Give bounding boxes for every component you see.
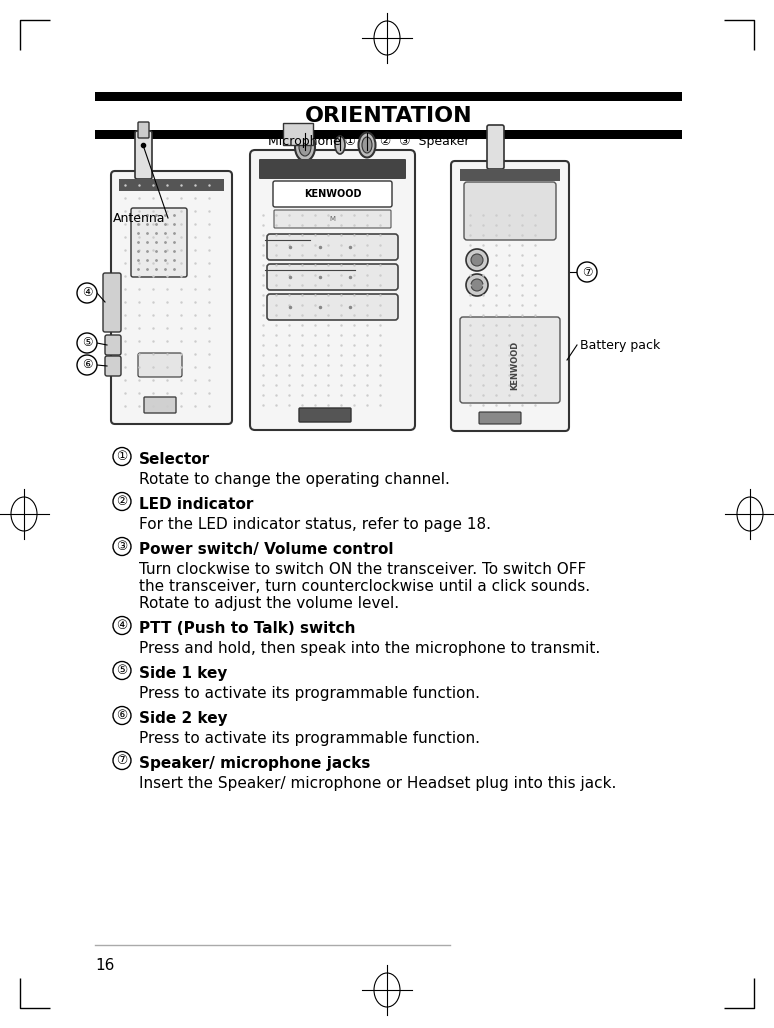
- FancyBboxPatch shape: [273, 181, 392, 207]
- Text: Rotate to change the operating channel.: Rotate to change the operating channel.: [139, 472, 450, 487]
- Text: Turn clockwise to switch ON the transceiver. To switch OFF: Turn clockwise to switch ON the transcei…: [139, 562, 586, 577]
- Circle shape: [77, 333, 97, 353]
- FancyBboxPatch shape: [274, 210, 391, 228]
- FancyBboxPatch shape: [267, 234, 398, 260]
- Circle shape: [113, 538, 131, 555]
- Text: Power switch/ Volume control: Power switch/ Volume control: [139, 542, 393, 557]
- Text: ②: ②: [116, 495, 128, 508]
- Text: ③: ③: [116, 540, 128, 553]
- FancyBboxPatch shape: [103, 273, 121, 332]
- FancyBboxPatch shape: [135, 131, 152, 179]
- Circle shape: [471, 254, 483, 266]
- FancyBboxPatch shape: [250, 150, 415, 430]
- Text: Antenna: Antenna: [113, 212, 166, 224]
- Text: M: M: [330, 216, 335, 222]
- Text: ORIENTATION: ORIENTATION: [305, 106, 472, 126]
- Bar: [283, 123, 313, 145]
- Text: ④: ④: [82, 287, 92, 299]
- FancyBboxPatch shape: [267, 264, 398, 290]
- FancyBboxPatch shape: [259, 159, 406, 179]
- Circle shape: [466, 249, 488, 271]
- Text: ⑦: ⑦: [582, 265, 592, 279]
- FancyBboxPatch shape: [451, 161, 569, 431]
- Text: KENWOOD: KENWOOD: [303, 189, 361, 199]
- Text: Press to activate its programmable function.: Press to activate its programmable funct…: [139, 686, 480, 701]
- Text: Speaker/ microphone jacks: Speaker/ microphone jacks: [139, 756, 371, 771]
- Circle shape: [466, 274, 488, 296]
- Circle shape: [113, 617, 131, 634]
- FancyBboxPatch shape: [131, 208, 187, 277]
- Bar: [119, 179, 224, 191]
- Text: ⑥: ⑥: [82, 359, 92, 371]
- Text: ②  ③  Speaker: ② ③ Speaker: [380, 135, 470, 148]
- FancyBboxPatch shape: [479, 412, 521, 424]
- Ellipse shape: [295, 133, 315, 161]
- FancyBboxPatch shape: [144, 397, 176, 413]
- Text: LED indicator: LED indicator: [139, 497, 253, 512]
- Circle shape: [77, 283, 97, 303]
- Circle shape: [113, 447, 131, 466]
- Bar: [95, 130, 682, 139]
- FancyBboxPatch shape: [105, 335, 121, 355]
- Text: 16: 16: [95, 958, 115, 972]
- Text: Side 2 key: Side 2 key: [139, 711, 228, 726]
- Text: Selector: Selector: [139, 452, 210, 467]
- Circle shape: [77, 355, 97, 375]
- Ellipse shape: [299, 138, 311, 156]
- Text: Insert the Speaker/ microphone or Headset plug into this jack.: Insert the Speaker/ microphone or Headse…: [139, 776, 616, 791]
- Text: ④: ④: [116, 619, 128, 632]
- Circle shape: [113, 492, 131, 511]
- Text: ⑤: ⑤: [82, 336, 92, 350]
- Text: Press and hold, then speak into the microphone to transmit.: Press and hold, then speak into the micr…: [139, 641, 601, 656]
- Circle shape: [471, 279, 483, 291]
- Text: Battery pack: Battery pack: [580, 338, 660, 352]
- Circle shape: [113, 751, 131, 770]
- Ellipse shape: [358, 133, 375, 157]
- Text: Microphone ①: Microphone ①: [268, 135, 356, 148]
- Text: ⑥: ⑥: [116, 709, 128, 722]
- Text: ①: ①: [116, 450, 128, 463]
- Text: KENWOOD: KENWOOD: [511, 340, 519, 390]
- FancyBboxPatch shape: [487, 125, 504, 169]
- Circle shape: [577, 262, 597, 282]
- FancyBboxPatch shape: [138, 353, 182, 377]
- Text: Rotate to adjust the volume level.: Rotate to adjust the volume level.: [139, 596, 399, 611]
- Bar: [460, 169, 560, 181]
- Ellipse shape: [362, 137, 372, 153]
- Text: Side 1 key: Side 1 key: [139, 666, 228, 681]
- FancyBboxPatch shape: [299, 408, 351, 423]
- Circle shape: [113, 661, 131, 680]
- Text: the transceiver, turn counterclockwise until a click sounds.: the transceiver, turn counterclockwise u…: [139, 579, 590, 594]
- Bar: [95, 91, 682, 101]
- Text: ⑦: ⑦: [116, 754, 128, 767]
- Text: Press to activate its programmable function.: Press to activate its programmable funct…: [139, 731, 480, 746]
- FancyBboxPatch shape: [460, 317, 560, 403]
- FancyBboxPatch shape: [267, 294, 398, 320]
- FancyBboxPatch shape: [464, 182, 556, 240]
- Text: For the LED indicator status, refer to page 18.: For the LED indicator status, refer to p…: [139, 517, 491, 533]
- Ellipse shape: [335, 136, 345, 154]
- Text: ⑤: ⑤: [116, 664, 128, 677]
- FancyBboxPatch shape: [111, 171, 232, 424]
- FancyBboxPatch shape: [105, 356, 121, 376]
- FancyBboxPatch shape: [138, 122, 149, 138]
- Text: PTT (Push to Talk) switch: PTT (Push to Talk) switch: [139, 621, 355, 636]
- Circle shape: [113, 706, 131, 725]
